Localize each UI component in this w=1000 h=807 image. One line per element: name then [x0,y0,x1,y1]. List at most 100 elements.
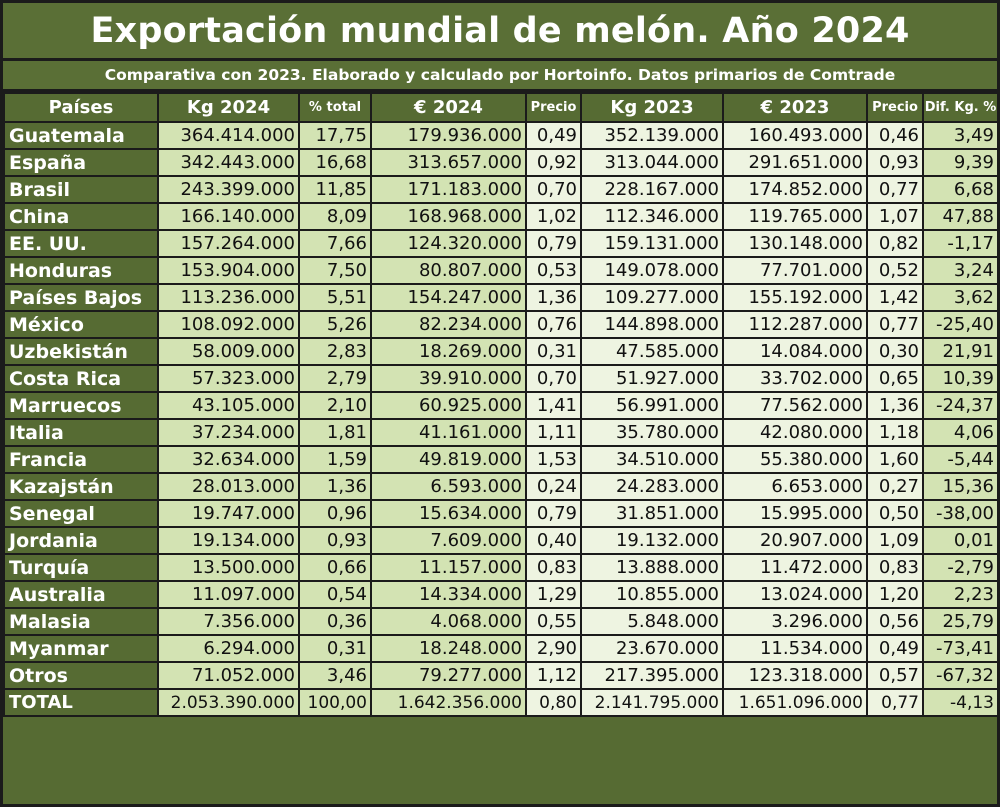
eur-2024-cell: 179.936.000 [370,121,527,150]
table-row: Brasil 243.399.000 11,85 171.183.000 0,70 228… [3,175,999,204]
column-header-price-2024: Precio [525,92,582,123]
kg-2024-cell: 32.634.000 [157,445,300,474]
percent-total-cell: 0,93 [298,526,372,555]
price-2023-cell: 0,82 [866,229,924,258]
price-2023-cell: 1,18 [866,418,924,447]
eur-2023-cell: 123.318.000 [722,661,868,690]
eur-2023-cell: 112.287.000 [722,310,868,339]
kg-2024-cell: 113.236.000 [157,283,300,312]
kg-diff-percent-cell: 4,06 [922,418,999,447]
price-2024-cell: 0,70 [525,364,582,393]
kg-diff-percent-cell: -5,44 [922,445,999,474]
percent-total-cell: 2,83 [298,337,372,366]
table-row: Marruecos 43.105.000 2,10 60.925.000 1,41 56.… [3,391,999,420]
kg-2024-cell: 166.140.000 [157,202,300,231]
kg-2024-cell: 71.052.000 [157,661,300,690]
kg-2023-cell: 352.139.000 [580,121,724,150]
table-row: Otros 71.052.000 3,46 79.277.000 1,12 217.395… [3,661,999,690]
country-cell: Turquía [3,553,159,582]
percent-total-cell: 2,10 [298,391,372,420]
percent-total-cell: 16,68 [298,148,372,177]
eur-2023-cell: 291.651.000 [722,148,868,177]
eur-2024-cell: 313.657.000 [370,148,527,177]
percent-total-cell: 2,79 [298,364,372,393]
kg-diff-percent-cell: -25,40 [922,310,999,339]
price-2024-cell: 1,11 [525,418,582,447]
price-2024-cell: 0,79 [525,499,582,528]
country-cell: Francia [3,445,159,474]
kg-2024-cell: 58.009.000 [157,337,300,366]
price-2024-cell: 1,41 [525,391,582,420]
table-row: Costa Rica 57.323.000 2,79 39.910.000 0,70 51… [3,364,999,393]
kg-2023-cell: 13.888.000 [580,553,724,582]
price-2023-cell: 0,77 [866,688,924,717]
eur-2023-cell: 33.702.000 [722,364,868,393]
table-row: Kazajstán 28.013.000 1,36 6.593.000 0,24 24.2… [3,472,999,501]
kg-2023-cell: 10.855.000 [580,580,724,609]
kg-diff-percent-cell: 2,23 [922,580,999,609]
kg-2024-cell: 13.500.000 [157,553,300,582]
eur-2023-cell: 130.148.000 [722,229,868,258]
table-body: Guatemala 364.414.000 17,75 179.936.000 0,49… [3,121,999,717]
table-row: Países Bajos 113.236.000 5,51 154.247.000 1,… [3,283,999,312]
price-2024-cell: 1,29 [525,580,582,609]
percent-total-cell: 1,81 [298,418,372,447]
kg-2024-cell: 6.294.000 [157,634,300,663]
kg-diff-percent-cell: 25,79 [922,607,999,636]
kg-2024-cell: 243.399.000 [157,175,300,204]
kg-2024-cell: 19.747.000 [157,499,300,528]
price-2023-cell: 1,09 [866,526,924,555]
price-2024-cell: 0,79 [525,229,582,258]
country-cell: Senegal [3,499,159,528]
kg-diff-percent-cell: -2,79 [922,553,999,582]
kg-diff-percent-cell: -73,41 [922,634,999,663]
price-2024-cell: 1,53 [525,445,582,474]
kg-2023-cell: 149.078.000 [580,256,724,285]
kg-2024-cell: 7.356.000 [157,607,300,636]
eur-2023-cell: 11.534.000 [722,634,868,663]
percent-total-cell: 0,31 [298,634,372,663]
eur-2024-cell: 18.269.000 [370,337,527,366]
column-header-kg-diff-percent: Dif. Kg. % [922,92,999,123]
price-2024-cell: 2,90 [525,634,582,663]
kg-2023-cell: 144.898.000 [580,310,724,339]
table-row: Senegal 19.747.000 0,96 15.634.000 0,79 31.85… [3,499,999,528]
country-cell: TOTAL [3,688,159,717]
country-cell: Países Bajos [3,283,159,312]
kg-2023-cell: 5.848.000 [580,607,724,636]
kg-2023-cell: 51.927.000 [580,364,724,393]
eur-2023-cell: 14.084.000 [722,337,868,366]
eur-2024-cell: 82.234.000 [370,310,527,339]
kg-2023-cell: 19.132.000 [580,526,724,555]
country-cell: China [3,202,159,231]
eur-2024-cell: 7.609.000 [370,526,527,555]
price-2024-cell: 0,83 [525,553,582,582]
eur-2024-cell: 15.634.000 [370,499,527,528]
price-2023-cell: 0,52 [866,256,924,285]
country-cell: Guatemala [3,121,159,150]
country-cell: Marruecos [3,391,159,420]
price-2024-cell: 1,36 [525,283,582,312]
kg-2023-cell: 217.395.000 [580,661,724,690]
table-row: Turquía 13.500.000 0,66 11.157.000 0,83 13.88… [3,553,999,582]
kg-diff-percent-cell: 3,62 [922,283,999,312]
eur-2023-cell: 77.562.000 [722,391,868,420]
kg-2024-cell: 28.013.000 [157,472,300,501]
eur-2023-cell: 3.296.000 [722,607,868,636]
table-row: Myanmar 6.294.000 0,31 18.248.000 2,90 23.670… [3,634,999,663]
price-2024-cell: 1,02 [525,202,582,231]
column-header-eur-2024: € 2024 [370,92,527,123]
price-2024-cell: 0,53 [525,256,582,285]
kg-diff-percent-cell: -38,00 [922,499,999,528]
eur-2024-cell: 41.161.000 [370,418,527,447]
percent-total-cell: 1,59 [298,445,372,474]
eur-2024-cell: 80.807.000 [370,256,527,285]
price-2024-cell: 0,70 [525,175,582,204]
table-row: Francia 32.634.000 1,59 49.819.000 1,53 34.51… [3,445,999,474]
percent-total-cell: 5,51 [298,283,372,312]
table-total-row: TOTAL 2.053.390.000 100,00 1.642.356.000 0,8… [3,688,999,717]
table-row: Malasia 7.356.000 0,36 4.068.000 0,55 5.848.0… [3,607,999,636]
eur-2023-cell: 119.765.000 [722,202,868,231]
table-header-row: Países Kg 2024 % total € 2024 Precio Kg … [3,92,999,123]
kg-2023-cell: 34.510.000 [580,445,724,474]
